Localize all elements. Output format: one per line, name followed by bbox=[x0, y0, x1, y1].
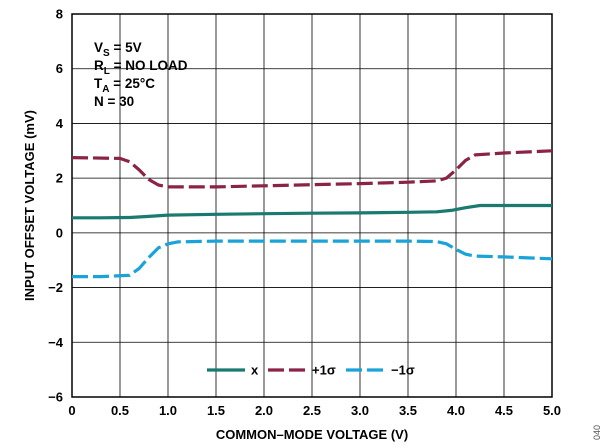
y-tick-label: 0 bbox=[56, 225, 63, 240]
x-tick-label: 2.0 bbox=[255, 403, 273, 418]
grid bbox=[72, 14, 552, 397]
figure-id: 040 bbox=[592, 425, 602, 440]
x-tick-label: 4.0 bbox=[447, 403, 465, 418]
x-tick-label: 0.5 bbox=[111, 403, 129, 418]
x-tick-label: 1.0 bbox=[159, 403, 177, 418]
y-axis-title: INPUT OFFSET VOLTAGE (mV) bbox=[22, 110, 37, 301]
x-tick-label: 3.5 bbox=[399, 403, 417, 418]
y-tick-label: 2 bbox=[56, 171, 63, 186]
series-line-2 bbox=[72, 239, 553, 279]
x-tick-label: 4.5 bbox=[495, 403, 513, 418]
legend-label: −1σ bbox=[391, 363, 415, 378]
y-tick-label: 6 bbox=[56, 61, 63, 76]
x-tick-label: 3.0 bbox=[351, 403, 369, 418]
y-tick-label: −6 bbox=[48, 390, 63, 405]
axis-ticks: 8 6 4 2 0 −2 −4 −6 0 0.5 1.0 1.5 2.0 2.5 3.0 3.5 4.0 4.5 5… bbox=[48, 7, 561, 419]
y-tick-label: 4 bbox=[56, 116, 64, 131]
condition-line: RL = NO LOAD bbox=[94, 58, 188, 77]
x-axis-title: COMMON–MODE VOLTAGE (V) bbox=[216, 427, 408, 442]
y-tick-label: −4 bbox=[48, 335, 64, 350]
x-tick-label: 1.5 bbox=[207, 403, 225, 418]
condition-line: VS = 5V bbox=[94, 40, 142, 59]
series-line-1 bbox=[71, 149, 553, 189]
x-tick-label: 2.5 bbox=[303, 403, 321, 418]
legend: x +1σ −1σ bbox=[207, 363, 415, 378]
condition-line: N = 30 bbox=[94, 94, 134, 109]
legend-label: x bbox=[251, 363, 259, 378]
x-tick-label: 5.0 bbox=[543, 403, 561, 418]
condition-line: TA = 25°C bbox=[94, 76, 155, 95]
y-tick-label: −2 bbox=[48, 280, 63, 295]
legend-label: +1σ bbox=[312, 363, 336, 378]
series-lines bbox=[71, 149, 553, 279]
x-tick-label: 0 bbox=[68, 403, 75, 418]
y-tick-label: 8 bbox=[56, 7, 63, 22]
series-line-0 bbox=[72, 203, 552, 220]
